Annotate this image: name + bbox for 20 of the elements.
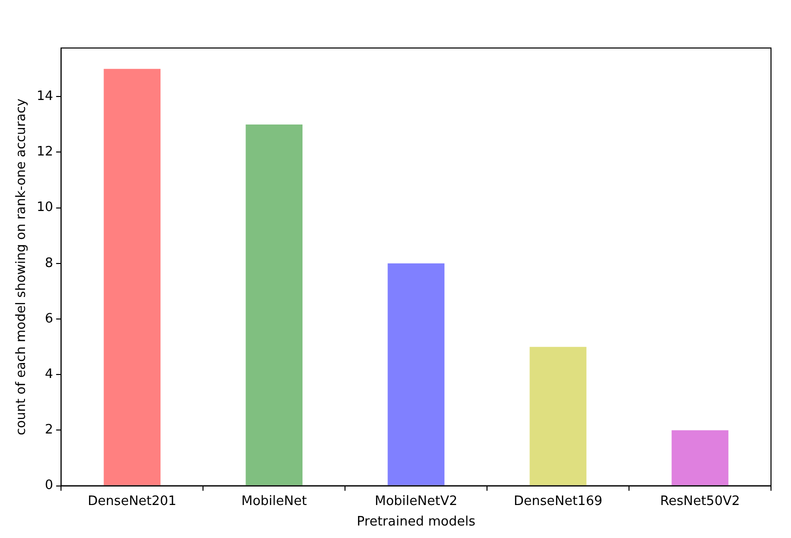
y-tick-label: 8 xyxy=(44,256,54,271)
bar xyxy=(672,430,728,486)
y-tick-label: 14 xyxy=(36,89,54,104)
bar xyxy=(104,68,161,486)
x-tick-label: ResNet50V2 xyxy=(660,494,740,509)
bar xyxy=(388,263,444,486)
x-tick-label: MobileNet xyxy=(241,494,307,509)
y-axis-title: count of each model showing on rank-one accuracy xyxy=(14,98,30,436)
y-tick-label: 0 xyxy=(44,478,54,494)
bar xyxy=(246,124,302,486)
x-tick-label: DenseNet201 xyxy=(88,494,176,509)
y-tick-label: 10 xyxy=(36,200,54,216)
x-tick-label: MobileNetV2 xyxy=(374,494,458,509)
y-tick-label: 6 xyxy=(44,311,54,326)
x-tick-label: DenseNet169 xyxy=(514,494,602,509)
y-tick-label: 4 xyxy=(44,366,54,382)
y-tick-label: 12 xyxy=(36,144,54,160)
bar xyxy=(530,346,586,486)
x-axis-title: Pretrained models xyxy=(356,514,476,530)
y-tick-label: 2 xyxy=(44,422,54,438)
